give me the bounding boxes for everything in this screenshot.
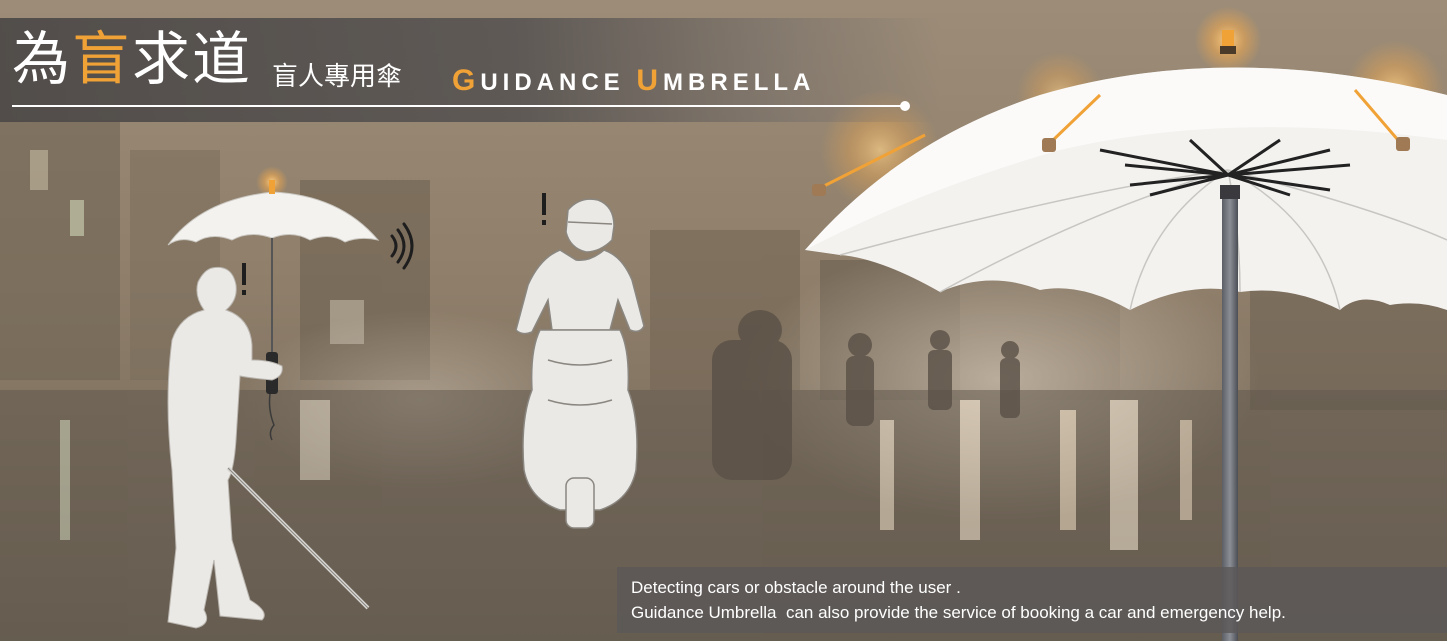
title-banner	[0, 18, 940, 122]
umbrella-closeup	[805, 6, 1447, 641]
title-underline-dot	[900, 101, 910, 111]
title-zh-part2: 求道	[132, 25, 253, 93]
caption-line-2: Guidance Umbrella can also provide the s…	[631, 603, 1286, 622]
title-underline	[12, 105, 904, 107]
caption-box: Detecting cars or obstacle around the us…	[617, 567, 1447, 633]
title-zh-accent: 盲	[72, 25, 133, 93]
title-zh-part1: 為	[12, 25, 73, 93]
blind-pedestrian-figure	[167, 166, 380, 629]
title-chinese: 為盲求道	[12, 30, 252, 88]
sound-wave-icon	[390, 222, 414, 270]
title-english: GUIDANCE UMBRELLA	[452, 66, 815, 96]
scooter-rider-figure	[515, 198, 645, 529]
caption-line-1: Detecting cars or obstacle around the us…	[631, 578, 961, 597]
title-en-cap1: G	[452, 64, 481, 97]
title-en-rest1: UIDANCE	[480, 69, 637, 96]
subtitle-chinese: 盲人專用傘	[272, 62, 403, 92]
title-en-rest2: MBRELLA	[663, 69, 816, 96]
title-en-cap2: U	[636, 64, 664, 97]
exclamation-icon	[242, 193, 546, 295]
